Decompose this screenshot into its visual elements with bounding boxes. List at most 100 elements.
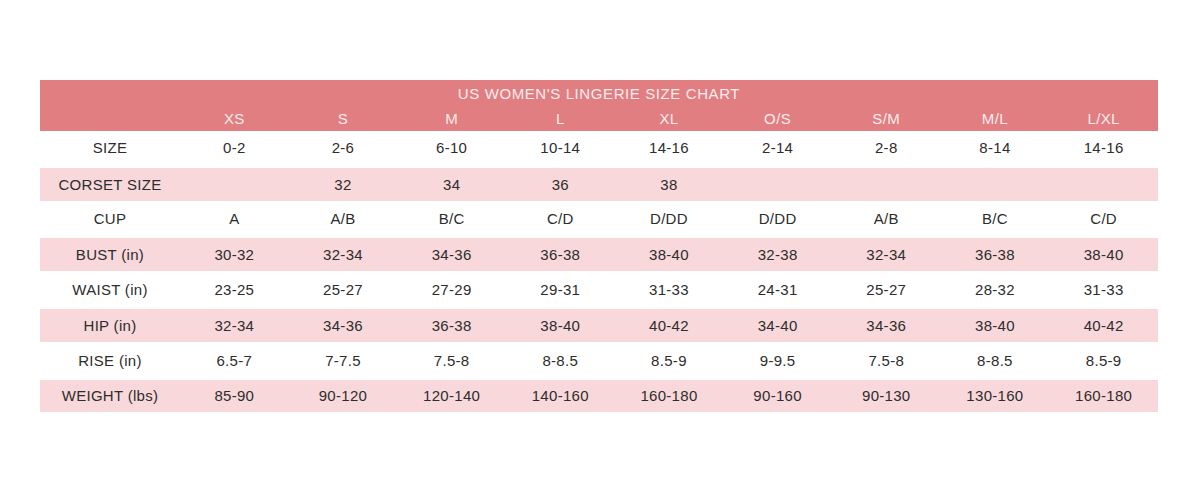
size-value: 34-36 [832, 307, 941, 342]
size-value [180, 166, 289, 201]
size-value: 130-160 [941, 378, 1050, 413]
size-value: D/DD [615, 202, 724, 237]
size-value: 34-36 [397, 237, 506, 272]
size-value: 34-40 [723, 307, 832, 342]
column-header: XS [180, 106, 289, 131]
size-value: 40-42 [615, 307, 724, 342]
size-value: 28-32 [941, 272, 1050, 307]
size-value: 32-34 [832, 237, 941, 272]
column-header: M/L [941, 106, 1050, 131]
size-value: 85-90 [180, 378, 289, 413]
size-value: 7.5-8 [397, 343, 506, 378]
column-header: O/S [723, 106, 832, 131]
size-value: 30-32 [180, 237, 289, 272]
size-value: 38-40 [1049, 237, 1158, 272]
size-value: B/C [941, 202, 1050, 237]
size-value: 40-42 [1049, 307, 1158, 342]
table-row: WEIGHT (lbs)85-9090-120120-140140-160160… [40, 378, 1158, 413]
table-row: WAIST (in)23-2525-2727-2929-3131-3324-31… [40, 272, 1158, 307]
table-row: CORSET SIZE 32343638 [40, 166, 1158, 201]
size-value: 140-160 [506, 378, 615, 413]
column-header: M [397, 106, 506, 131]
size-value: C/D [506, 202, 615, 237]
column-header: S/M [832, 106, 941, 131]
size-value: 6.5-7 [180, 343, 289, 378]
size-value: 7-7.5 [289, 343, 398, 378]
row-label: WAIST (in) [40, 272, 180, 307]
size-value: 34 [397, 166, 506, 201]
size-value: 6-10 [397, 131, 506, 166]
size-value [941, 166, 1050, 201]
column-header: XL [615, 106, 724, 131]
size-value: 25-27 [289, 272, 398, 307]
size-value: D/DD [723, 202, 832, 237]
size-value: 160-180 [615, 378, 724, 413]
size-value: A/B [832, 202, 941, 237]
size-value: 8-8.5 [506, 343, 615, 378]
size-value: 24-31 [723, 272, 832, 307]
title-row: US WOMEN'S LINGERIE SIZE CHART [40, 80, 1158, 106]
size-value: 8.5-9 [615, 343, 724, 378]
size-value: 36-38 [397, 307, 506, 342]
size-value [1049, 166, 1158, 201]
row-label: BUST (in) [40, 237, 180, 272]
size-chart-table: US WOMEN'S LINGERIE SIZE CHART XSSMLXLO/… [40, 80, 1158, 414]
table-row: BUST (in)30-3232-3434-3636-3838-4032-383… [40, 237, 1158, 272]
size-value: 36-38 [506, 237, 615, 272]
size-value: 38 [615, 166, 724, 201]
table-body: SIZE0-22-66-1010-1414-162-142-88-1414-16… [40, 131, 1158, 413]
size-value: C/D [1049, 202, 1158, 237]
size-value: 34-36 [289, 307, 398, 342]
size-value: 25-27 [832, 272, 941, 307]
size-value: 0-2 [180, 131, 289, 166]
size-value: 14-16 [615, 131, 724, 166]
size-value [832, 166, 941, 201]
size-value: 2-8 [832, 131, 941, 166]
size-value: 9-9.5 [723, 343, 832, 378]
size-value: 90-130 [832, 378, 941, 413]
column-header: L/XL [1049, 106, 1158, 131]
size-value: 120-140 [397, 378, 506, 413]
size-value: 32-34 [289, 237, 398, 272]
table-row: SIZE0-22-66-1010-1414-162-142-88-1414-16 [40, 131, 1158, 166]
size-value: 90-120 [289, 378, 398, 413]
column-header: L [506, 106, 615, 131]
size-value: 160-180 [1049, 378, 1158, 413]
size-value: 14-16 [1049, 131, 1158, 166]
size-value: 38-40 [615, 237, 724, 272]
table-row: RISE (in)6.5-77-7.57.5-88-8.58.5-99-9.57… [40, 343, 1158, 378]
size-value: 8-8.5 [941, 343, 1050, 378]
size-value: A/B [289, 202, 398, 237]
size-value: 31-33 [1049, 272, 1158, 307]
size-value: 31-33 [615, 272, 724, 307]
corner-cell [40, 106, 180, 131]
size-value: 90-160 [723, 378, 832, 413]
size-value: 8.5-9 [1049, 343, 1158, 378]
size-value: 32-34 [180, 307, 289, 342]
chart-title: US WOMEN'S LINGERIE SIZE CHART [40, 80, 1158, 106]
row-label: CORSET SIZE [40, 166, 180, 201]
row-label: CUP [40, 202, 180, 237]
size-value: 10-14 [506, 131, 615, 166]
size-value: 38-40 [941, 307, 1050, 342]
size-value: 36 [506, 166, 615, 201]
size-value: B/C [397, 202, 506, 237]
size-value: 29-31 [506, 272, 615, 307]
size-value: 2-6 [289, 131, 398, 166]
size-value: 27-29 [397, 272, 506, 307]
row-label: RISE (in) [40, 343, 180, 378]
table-row: CUPAA/BB/CC/DD/DDD/DDA/BB/CC/D [40, 202, 1158, 237]
size-chart: US WOMEN'S LINGERIE SIZE CHART XSSMLXLO/… [40, 80, 1158, 414]
row-label: WEIGHT (lbs) [40, 378, 180, 413]
size-value [723, 166, 832, 201]
size-value: 8-14 [941, 131, 1050, 166]
size-value: 36-38 [941, 237, 1050, 272]
size-value: 2-14 [723, 131, 832, 166]
column-header: S [289, 106, 398, 131]
row-label: SIZE [40, 131, 180, 166]
size-value: 32 [289, 166, 398, 201]
size-value: 7.5-8 [832, 343, 941, 378]
size-value: A [180, 202, 289, 237]
size-value: 38-40 [506, 307, 615, 342]
size-value: 32-38 [723, 237, 832, 272]
